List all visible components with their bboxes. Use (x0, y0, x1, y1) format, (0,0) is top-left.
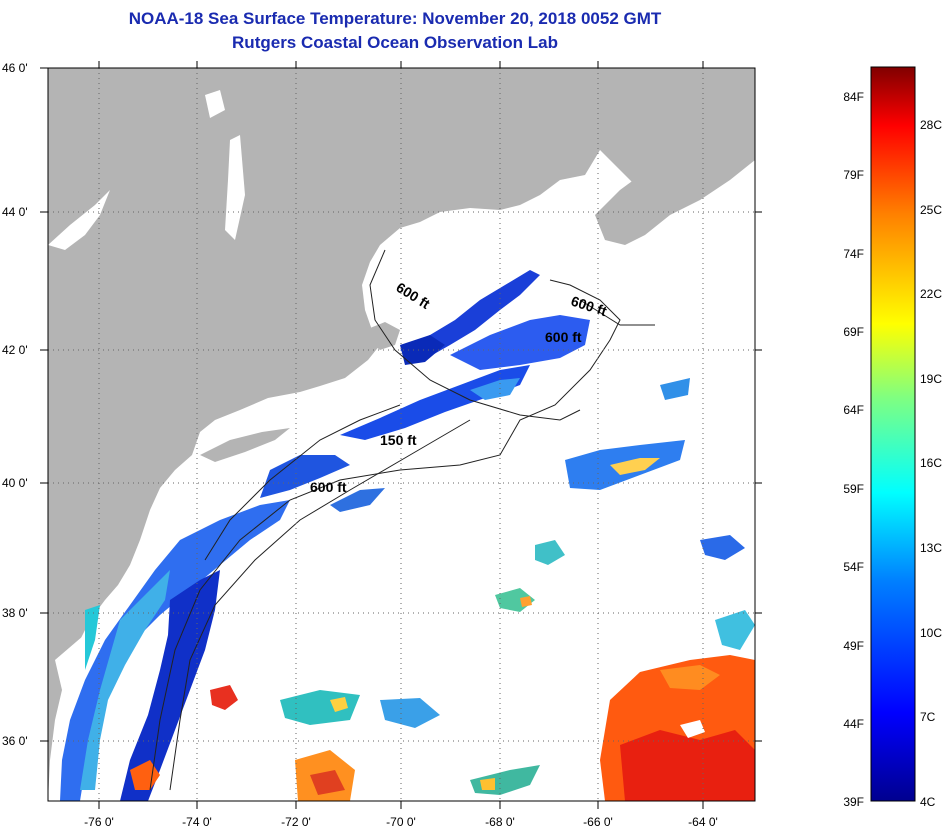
colorbar-f-label: 49F (843, 639, 864, 653)
contour-label: 150 ft (380, 432, 417, 448)
colorbar-c-label: 28C (920, 118, 942, 132)
colorbar-f-label: 74F (843, 247, 864, 261)
temperature-colorbar (871, 67, 915, 801)
lat-label: 44 0' (2, 205, 28, 219)
lon-label: -72 0' (281, 815, 311, 829)
lon-label: -64 0' (688, 815, 718, 829)
colorbar-f-label: 69F (843, 325, 864, 339)
lon-label: -70 0' (386, 815, 416, 829)
colorbar-c-label: 10C (920, 626, 942, 640)
colorbar-c-label: 25C (920, 203, 942, 217)
colorbar-f-label: 64F (843, 403, 864, 417)
colorbar-c-label: 19C (920, 372, 942, 386)
lat-label: 38 0' (2, 606, 28, 620)
lat-label: 36 0' (2, 734, 28, 748)
lon-label: -68 0' (485, 815, 515, 829)
colorbar-f-label: 44F (843, 717, 864, 731)
lon-label: -74 0' (182, 815, 212, 829)
lon-label: -66 0' (583, 815, 613, 829)
contour-label: 600 ft (310, 479, 347, 495)
lon-label: -76 0' (84, 815, 114, 829)
colorbar-c-label: 7C (920, 710, 936, 724)
contour-label: 600 ft (545, 329, 582, 345)
colorbar-c-label: 4C (920, 795, 936, 809)
colorbar-f-label: 54F (843, 560, 864, 574)
colorbar-c-label: 16C (920, 456, 942, 470)
colorbar-f-label: 84F (843, 90, 864, 104)
lat-label: 46 0' (2, 61, 28, 75)
colorbar-f-label: 79F (843, 168, 864, 182)
colorbar-c-label: 22C (920, 287, 942, 301)
lat-label: 40 0' (2, 476, 28, 490)
lat-label: 42 0' (2, 343, 28, 357)
colorbar-f-label: 59F (843, 482, 864, 496)
colorbar-c-label: 13C (920, 541, 942, 555)
colorbar-f-label: 39F (843, 795, 864, 809)
